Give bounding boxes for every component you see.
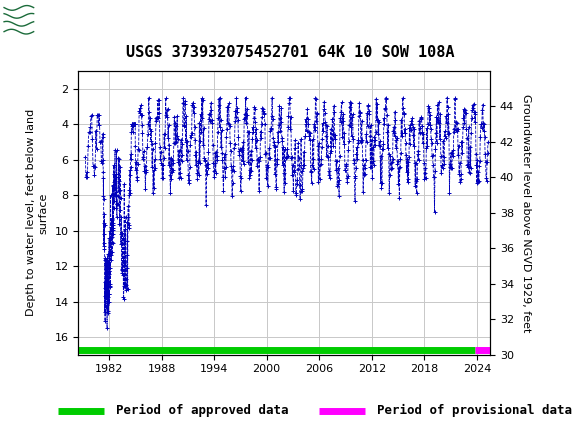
Text: Period of approved data: Period of approved data — [116, 404, 288, 417]
Y-axis label: Depth to water level, feet below land
surface: Depth to water level, feet below land su… — [26, 109, 49, 316]
Text: USGS 373932075452701 64K 10 SOW 108A: USGS 373932075452701 64K 10 SOW 108A — [126, 45, 454, 60]
Text: USGS: USGS — [39, 10, 95, 28]
Text: Period of provisional data: Period of provisional data — [377, 404, 572, 417]
Y-axis label: Groundwater level above NGVD 1929, feet: Groundwater level above NGVD 1929, feet — [521, 94, 531, 332]
Bar — [3, 3, 35, 37]
